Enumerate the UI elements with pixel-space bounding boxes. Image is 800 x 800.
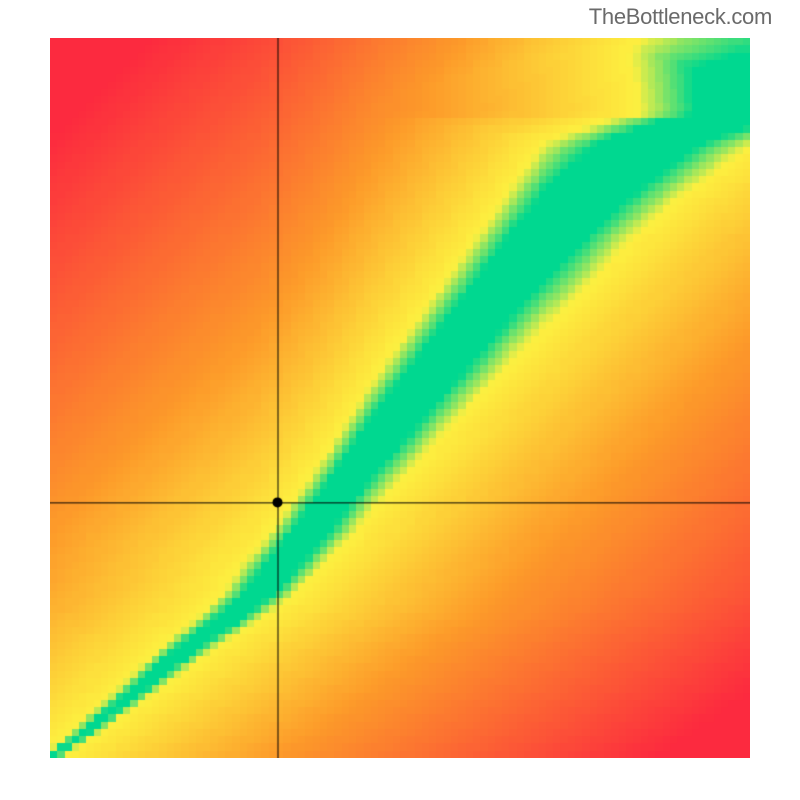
heatmap-canvas	[50, 38, 750, 758]
attribution-text: TheBottleneck.com	[589, 4, 772, 30]
heatmap-plot	[50, 38, 750, 758]
